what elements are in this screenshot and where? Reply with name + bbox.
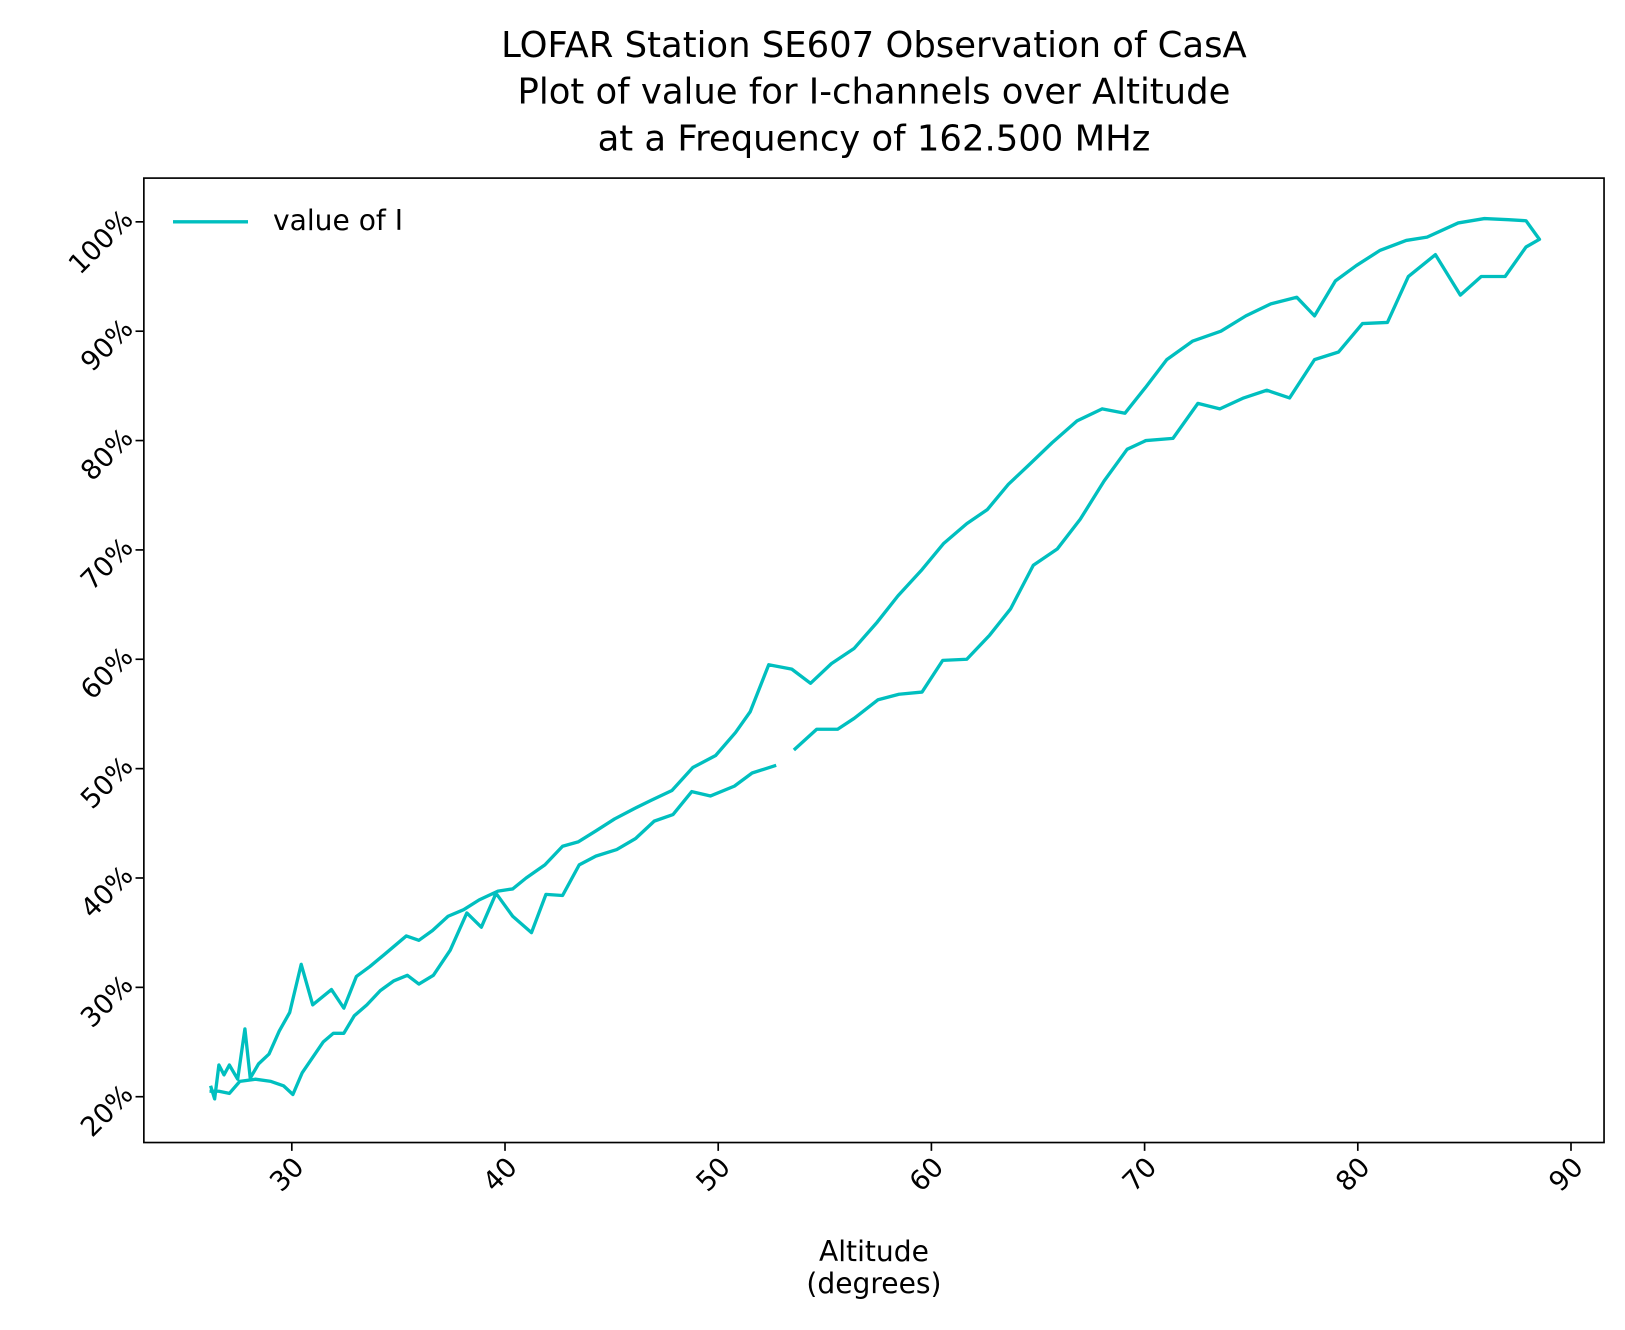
chart-title: LOFAR Station SE607 Observation of CasA	[501, 25, 1247, 66]
x-axis-label: Altitude	[819, 1235, 929, 1268]
y-tick-label: 20%	[75, 1079, 139, 1143]
chart-title: Plot of value for I-channels over Altitu…	[518, 72, 1231, 113]
x-tick-label: 50	[691, 1152, 737, 1198]
y-tick-label: 80%	[75, 423, 139, 487]
y-tick-label: 70%	[75, 532, 139, 596]
y-tick-label: 30%	[75, 969, 139, 1033]
data-line	[208, 216, 1542, 1101]
x-tick-label: 30	[264, 1152, 310, 1198]
x-axis-label: (degrees)	[806, 1267, 941, 1300]
legend-label: value of I	[273, 204, 403, 237]
x-tick-label: 90	[1543, 1152, 1589, 1198]
x-tick-label: 60	[904, 1152, 950, 1198]
y-tick-label: 40%	[75, 860, 139, 924]
y-tick-label: 60%	[75, 641, 139, 705]
plot-frame	[143, 177, 1605, 1144]
x-tick-label: 40	[477, 1152, 523, 1198]
chart-title: at a Frequency of 162.500 MHz	[598, 119, 1151, 160]
y-tick-label: 100%	[63, 204, 140, 281]
y-tick-label: 90%	[75, 313, 139, 377]
x-tick-label: 70	[1117, 1152, 1163, 1198]
x-tick-label: 80	[1330, 1152, 1376, 1198]
y-tick-label: 50%	[75, 751, 139, 815]
